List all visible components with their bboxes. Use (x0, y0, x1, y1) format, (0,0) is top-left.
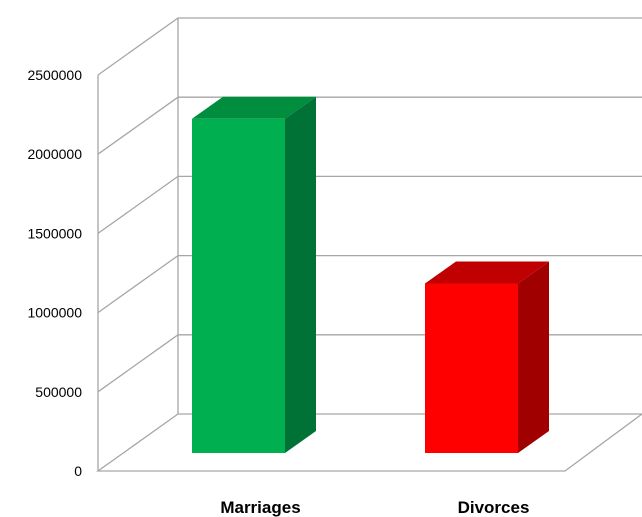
gridline (97, 17, 642, 76)
gridline (95, 413, 642, 472)
y-tick-label: 2500000 (27, 67, 82, 83)
bar-divorces (425, 261, 549, 453)
y-tick-label: 1000000 (27, 305, 82, 321)
gridline (97, 96, 642, 155)
left-wall (97, 18, 179, 471)
y-axis-ticks: 0 500000 1000000 1500000 2000000 2500000 (27, 67, 82, 479)
x-axis-categories: Marriages Divorces (220, 498, 529, 517)
gridline (97, 254, 642, 314)
gridline (97, 175, 642, 234)
y-tick-label: 2000000 (27, 146, 82, 162)
gridlines (95, 17, 642, 472)
y-tick-label: 0 (74, 463, 82, 479)
x-category-label: Marriages (220, 498, 300, 517)
x-category-label: Divorces (458, 498, 530, 517)
bar-marriages (192, 96, 316, 453)
bars (192, 96, 549, 453)
y-tick-label: 1500000 (27, 225, 82, 241)
gridline (97, 334, 642, 393)
y-tick-label: 500000 (35, 384, 82, 400)
